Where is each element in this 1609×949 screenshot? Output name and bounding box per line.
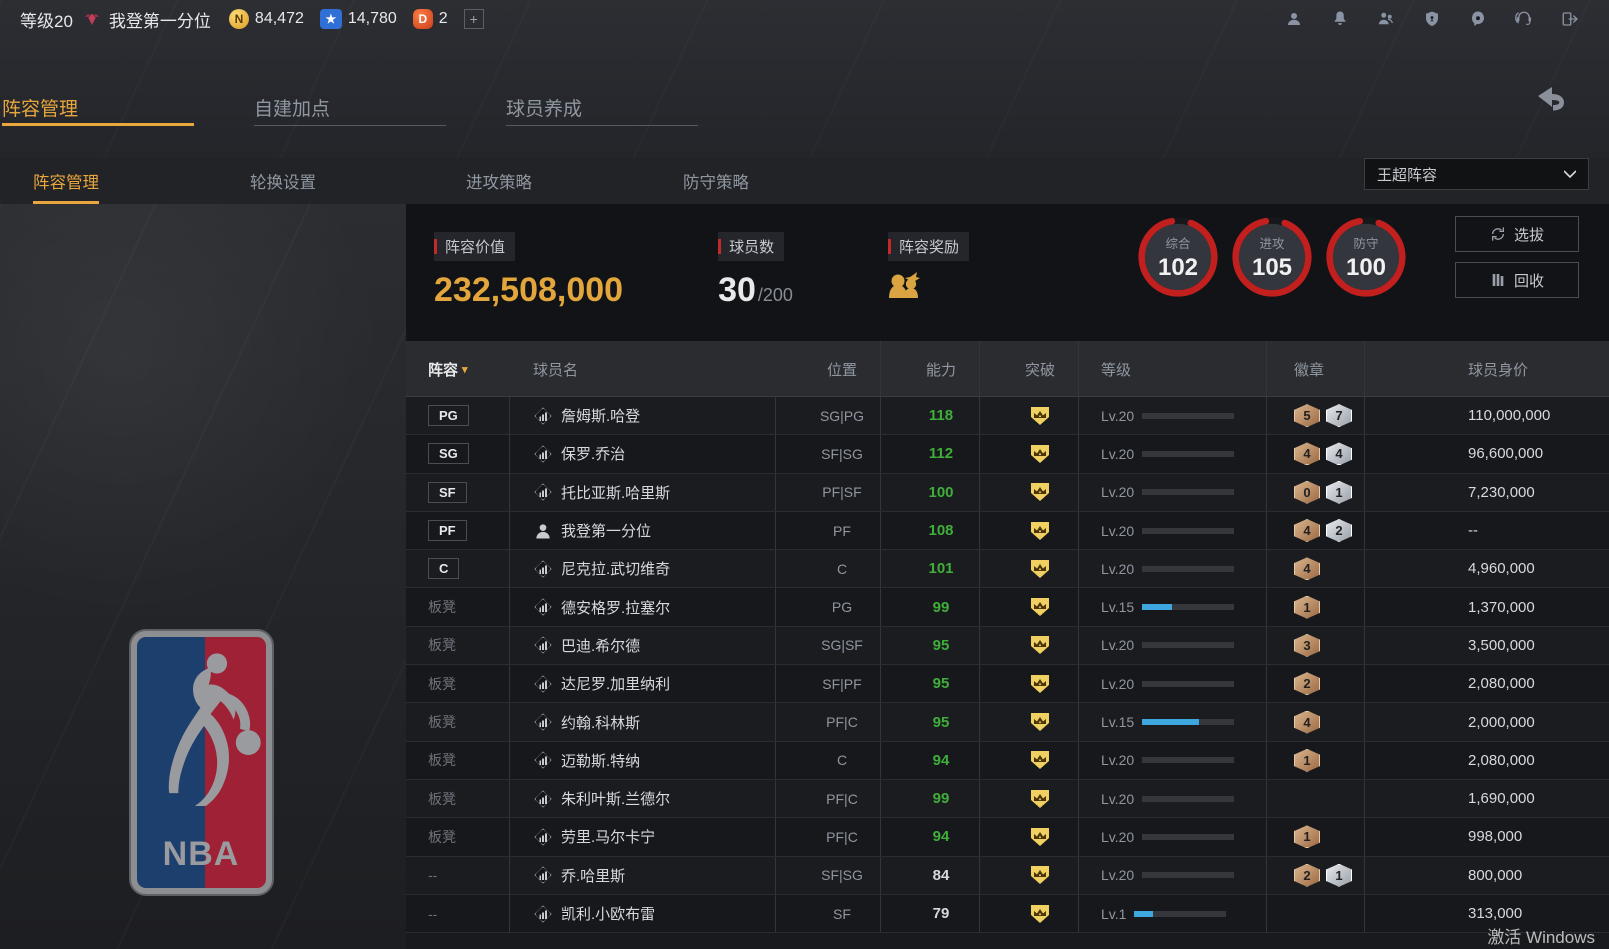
svg-text:NBA: NBA	[163, 835, 240, 873]
